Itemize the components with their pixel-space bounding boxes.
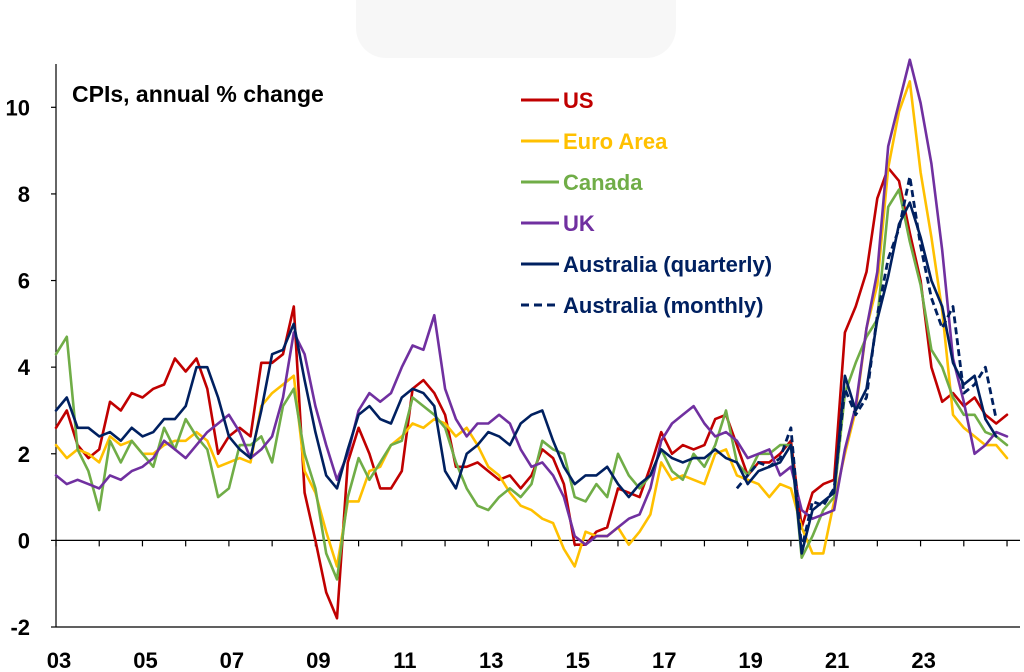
legend-label: Euro Area — [563, 129, 668, 154]
series-line-canada — [54, 188, 1009, 581]
legend-label: UK — [563, 211, 595, 236]
y-tick-label: 0 — [18, 528, 30, 553]
y-tick-labels: -2 0 2 4 6 8 10 — [6, 95, 31, 640]
x-tick-label: 19 — [738, 648, 762, 672]
series-line-euro-area — [54, 80, 1009, 568]
y-tick-label: -2 — [10, 615, 30, 640]
x-tick-label: 11 — [393, 648, 416, 672]
y-tick-label: 8 — [18, 182, 30, 207]
legend-label: US — [563, 88, 594, 113]
legend: US Euro Area Canada UK Australia (quarterly)… — [521, 88, 772, 318]
x-tick-label: 23 — [911, 648, 935, 672]
series-line-uk — [54, 58, 1009, 547]
x-tick-label: 13 — [479, 648, 503, 672]
legend-label: Australia (monthly) — [563, 293, 763, 318]
x-tick-label: 03 — [47, 648, 71, 672]
chart-title: CPIs, annual % change — [72, 81, 324, 107]
x-tick-label: 07 — [220, 648, 244, 672]
x-tick-label: 15 — [566, 648, 590, 672]
y-tick-label: 10 — [6, 95, 30, 120]
y-tick-label: 6 — [18, 269, 30, 294]
legend-label: Australia (quarterly) — [563, 252, 772, 277]
series-line-australia-monthly — [735, 175, 998, 551]
series-line-us — [54, 166, 1009, 620]
x-tick-label: 17 — [652, 648, 676, 672]
legend-label: Canada — [563, 170, 643, 195]
top-background-shape — [356, 0, 676, 58]
x-tick-label: 09 — [306, 648, 330, 672]
axes — [55, 64, 1020, 628]
series-lines — [54, 58, 1009, 620]
y-tick-label: 4 — [18, 355, 31, 380]
x-tick-labels: 03 05 07 09 11 13 15 17 19 21 23 — [47, 648, 936, 672]
y-tick-label: 2 — [18, 442, 30, 467]
tick-marks — [51, 106, 1008, 628]
x-tick-label: 05 — [133, 648, 157, 672]
x-tick-label: 21 — [825, 648, 849, 672]
series-line-australia-quarterly — [54, 201, 998, 555]
